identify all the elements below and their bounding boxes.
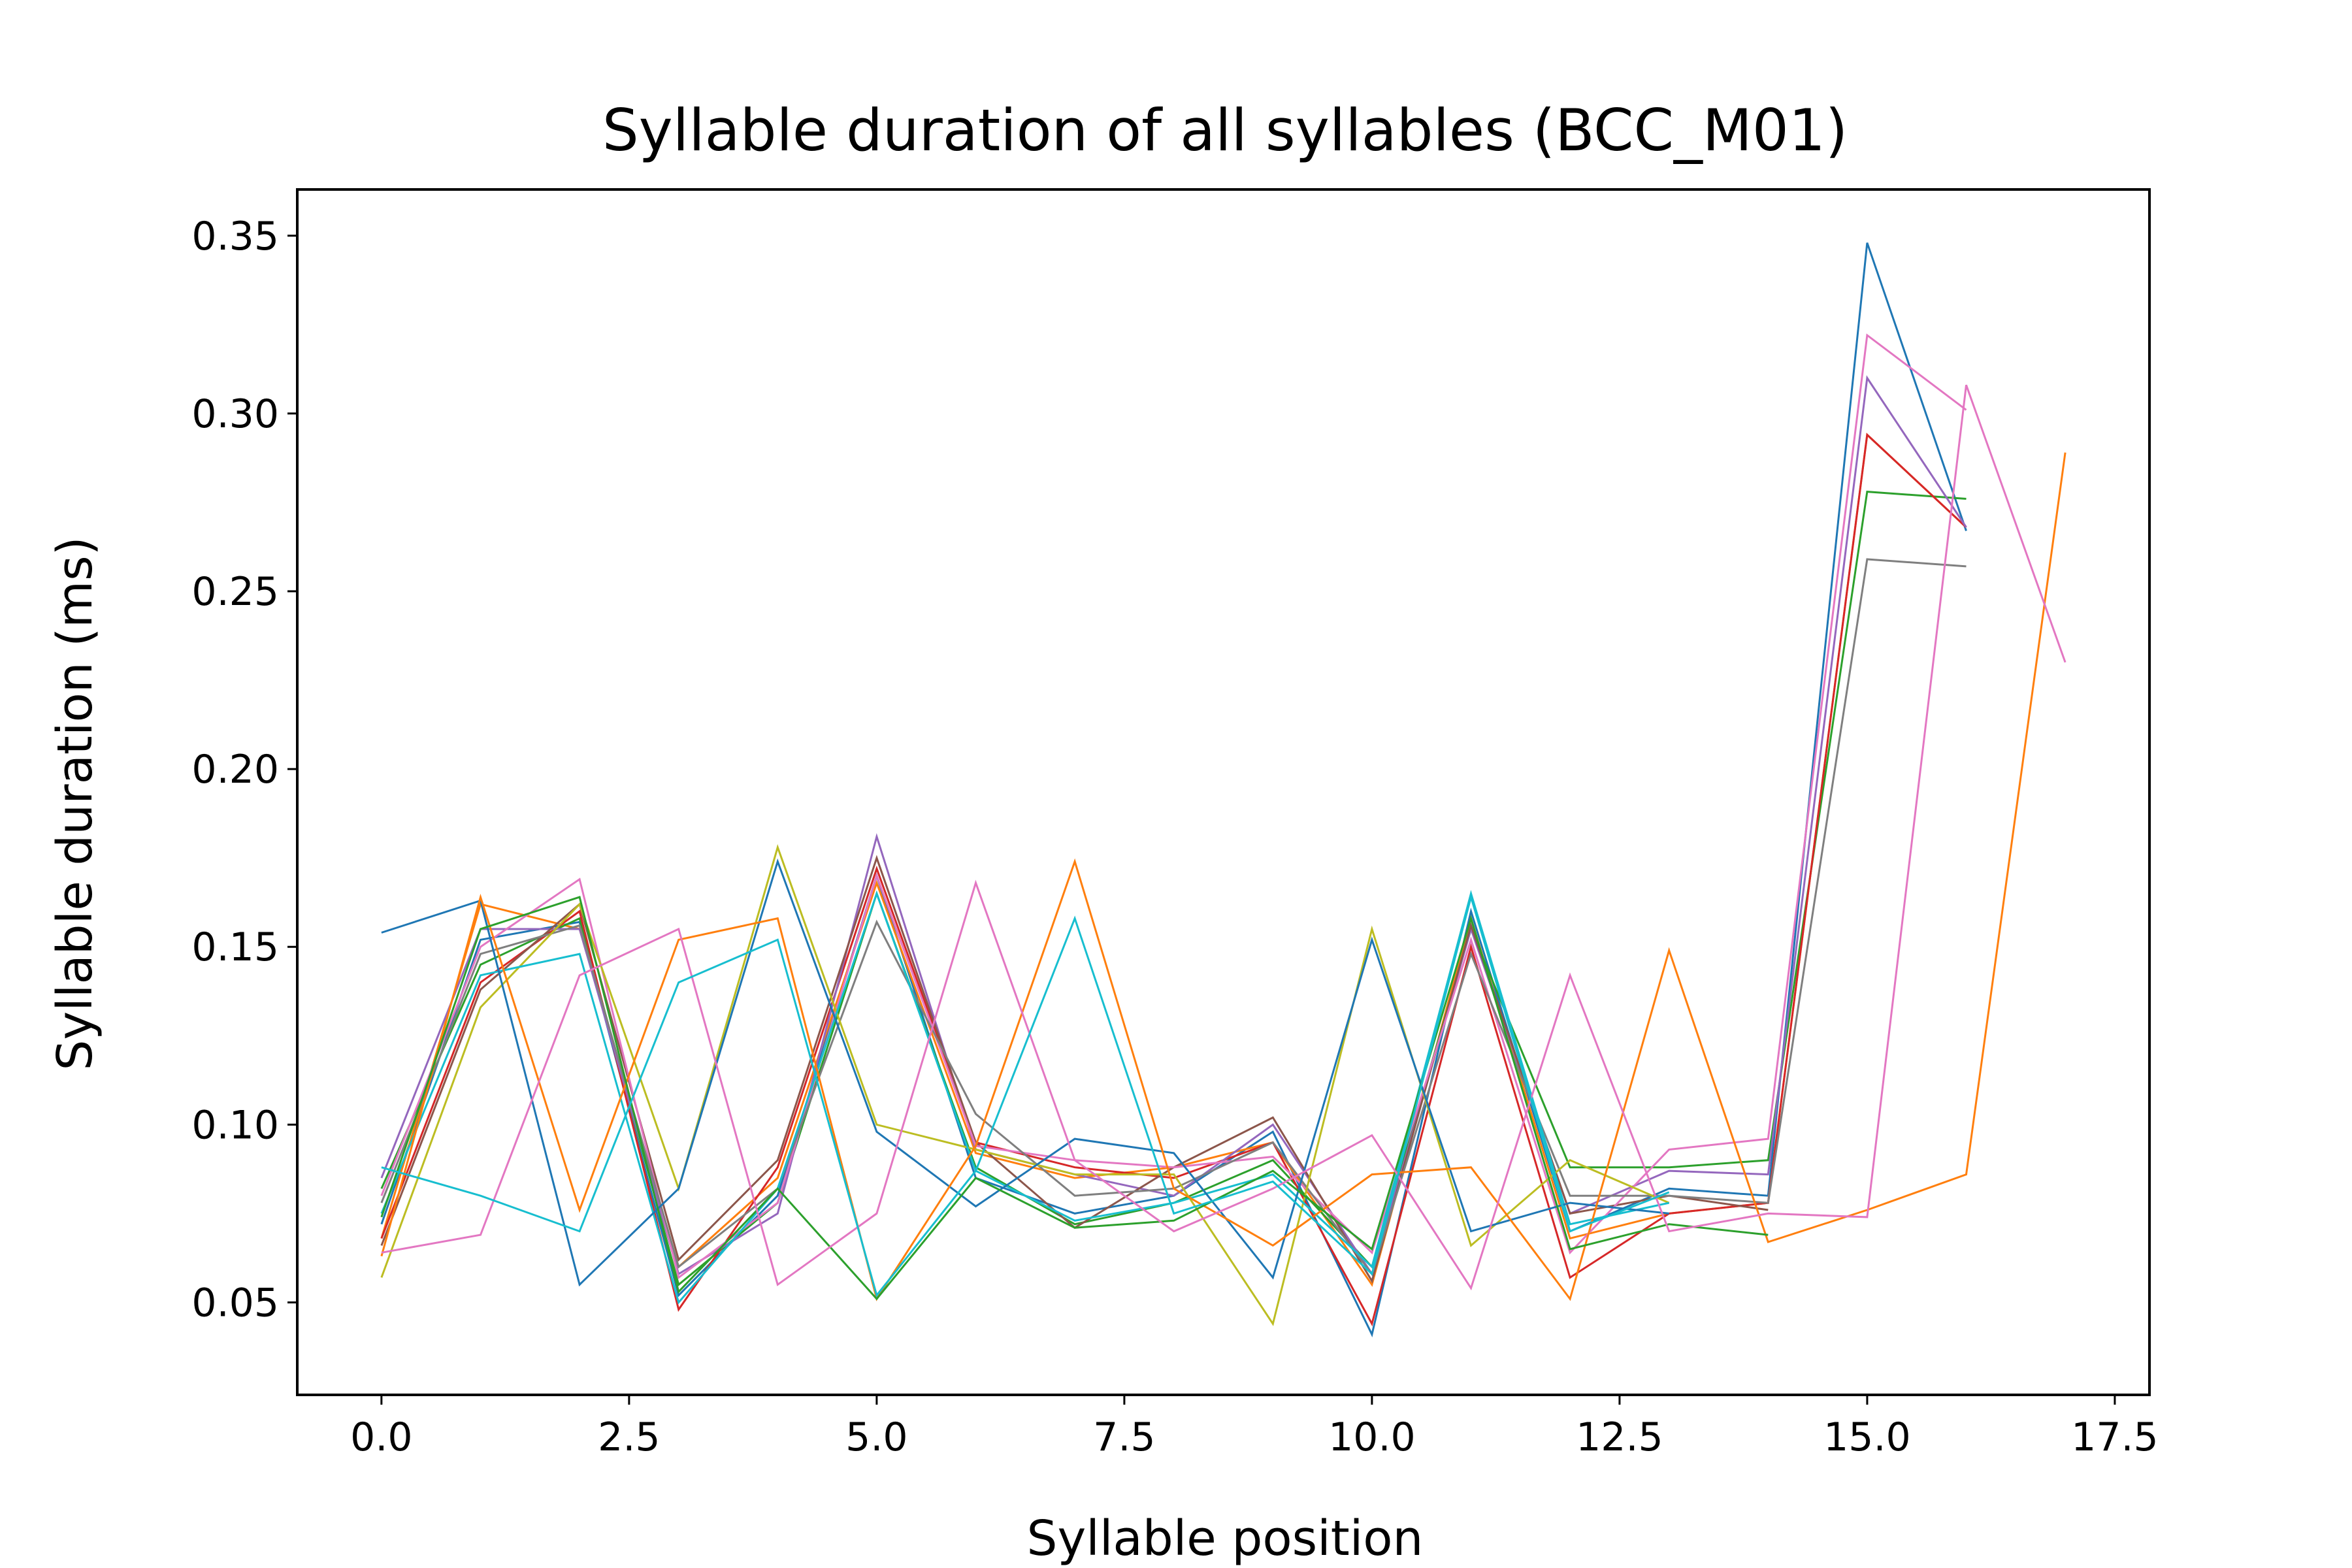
- chart-title: Syllable duration of all syllables (BCC_…: [602, 97, 1848, 164]
- x-tick-label: 17.5: [2071, 1414, 2159, 1460]
- series-layer: [380, 242, 2066, 1337]
- y-axis-label: Syllable duration (ms): [47, 536, 103, 1070]
- series-line-7: [380, 333, 1967, 1279]
- y-tick-label: 0.35: [191, 214, 279, 259]
- series-line-11: [381, 858, 1669, 1287]
- series-line-9: [380, 844, 1670, 1326]
- y-tick-label: 0.20: [191, 747, 279, 792]
- axes-layer: 0.0 2.5 5.0 7.5 10.0 12.5 15.0 17.5 0.05 0.10 0.15…: [191, 188, 2159, 1460]
- y-tick-label: 0.10: [191, 1102, 279, 1148]
- x-tick-label: 2.5: [598, 1414, 660, 1460]
- x-tick-label: 7.5: [1093, 1414, 1155, 1460]
- series-line-10: [380, 890, 1670, 1305]
- series-line-12: [380, 452, 2066, 1301]
- series-line-13: [380, 896, 1769, 1301]
- x-tick-label: 5.0: [845, 1414, 907, 1460]
- x-axis-label: Syllable position: [1027, 1511, 1424, 1567]
- x-tick-label: 10.0: [1328, 1414, 1416, 1460]
- x-tick-label: 15.0: [1823, 1414, 1911, 1460]
- y-tick-label: 0.15: [191, 924, 279, 970]
- x-tick-label: 0.0: [350, 1414, 412, 1460]
- y-tick-label: 0.05: [191, 1280, 279, 1326]
- axes-frame: [296, 188, 2151, 1396]
- plot-background: [297, 189, 2149, 1395]
- series-line-4: [380, 433, 1967, 1327]
- series-line-15: [381, 893, 1670, 1298]
- x-tick-label: 12.5: [1576, 1414, 1663, 1460]
- y-tick-label: 0.25: [191, 569, 279, 615]
- plot-area: [297, 189, 2149, 1395]
- series-line-14: [381, 384, 2066, 1291]
- y-tick-label: 0.30: [191, 391, 279, 437]
